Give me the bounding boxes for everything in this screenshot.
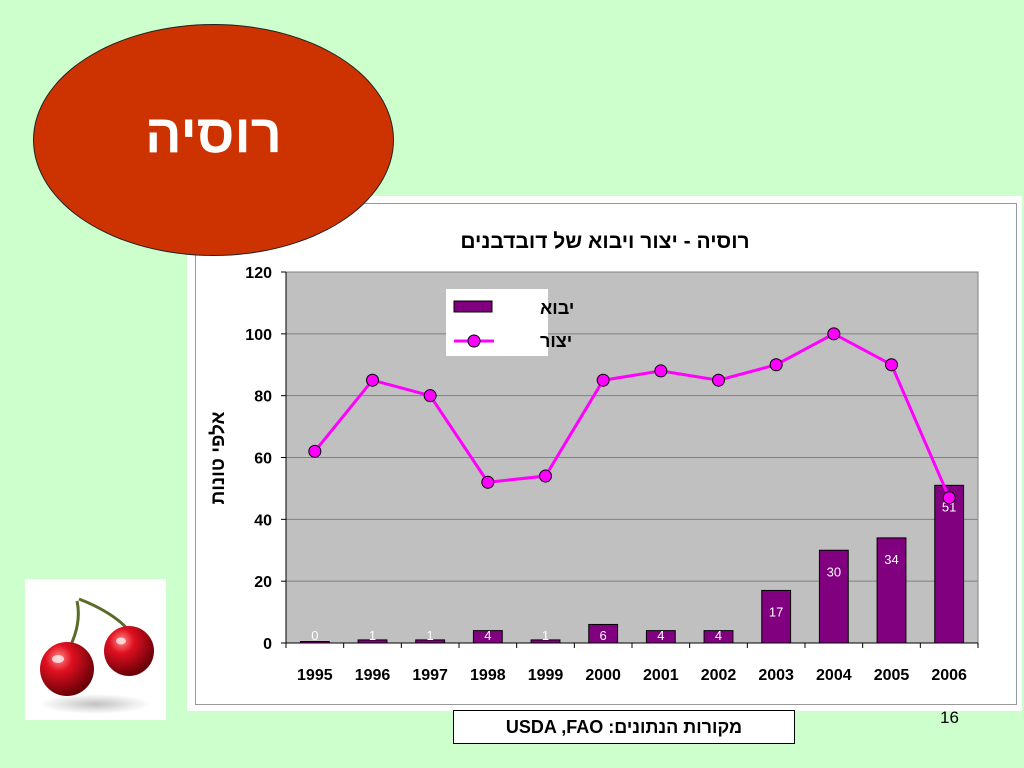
x-tick-label: 2000 — [585, 667, 621, 684]
x-tick-label: 1999 — [528, 667, 564, 684]
bar-data-label: 4 — [715, 628, 722, 643]
data-source-note: מקורות הנתונים: USDA ,FAO — [453, 710, 795, 744]
legend-label: יבוא — [540, 298, 574, 318]
data-source-text: מקורות הנתונים: USDA ,FAO — [505, 716, 743, 737]
bar-data-label: 6 — [600, 628, 607, 643]
x-tick-label: 1997 — [412, 667, 448, 684]
x-tick-label: 2004 — [816, 667, 852, 684]
page-number: 16 — [940, 708, 959, 727]
y-tick-label: 20 — [254, 574, 272, 591]
bar-data-label: 4 — [484, 628, 491, 643]
y-tick-label: 60 — [254, 451, 272, 468]
bar — [472, 630, 503, 644]
bar-data-label: 1 — [542, 628, 549, 643]
bar — [876, 537, 907, 644]
x-tick-label: 1998 — [470, 667, 506, 684]
bar — [299, 641, 330, 644]
bar — [645, 630, 676, 644]
bar-data-label: 4 — [657, 628, 664, 643]
line-point — [366, 373, 379, 387]
y-tick-label: 80 — [254, 389, 272, 406]
y-tick-label: 0 — [263, 636, 272, 653]
title-oval: רוסיה — [33, 24, 394, 256]
legend-box — [446, 289, 548, 356]
x-tick-label: 1995 — [297, 667, 333, 684]
x-tick-label: 1996 — [355, 667, 391, 684]
cherries-image — [25, 579, 166, 720]
cherries-icon — [40, 597, 154, 714]
line-point — [596, 373, 610, 387]
bar — [357, 639, 388, 644]
legend-swatch-bar — [453, 300, 493, 313]
bar-data-label: 17 — [769, 604, 783, 619]
legend-label: יצור — [540, 331, 572, 351]
bar — [934, 484, 965, 644]
chart-title: רוסיה - יצור ויבוא של דובדבנים — [460, 230, 749, 253]
line-point — [827, 327, 841, 341]
line-point — [308, 444, 322, 458]
bar — [761, 589, 792, 644]
bar — [530, 639, 561, 644]
line-point — [769, 358, 783, 372]
bar — [415, 639, 446, 644]
bar-data-label: 1 — [369, 628, 376, 643]
bar-data-label: 30 — [827, 564, 841, 579]
bar-data-label: 1 — [427, 628, 434, 643]
line-point — [885, 358, 898, 372]
x-tick-label: 2001 — [643, 667, 679, 684]
y-axis-label: אלפי טונות — [208, 412, 229, 505]
y-tick-label: 120 — [245, 265, 272, 282]
line-point — [423, 389, 437, 403]
bar — [588, 623, 619, 644]
line-point — [481, 475, 495, 489]
bar-data-label: 0 — [311, 628, 318, 643]
x-tick-label: 2003 — [758, 667, 794, 684]
bar — [703, 630, 734, 644]
line-point — [712, 373, 725, 387]
y-tick-label: 40 — [254, 512, 272, 529]
line-point — [654, 364, 668, 378]
legend-swatch-marker — [467, 334, 481, 348]
x-tick-label: 2002 — [701, 667, 737, 684]
line-point — [539, 469, 552, 483]
line-point — [942, 491, 956, 505]
x-tick-label: 2006 — [931, 667, 967, 684]
bar-data-label: 34 — [884, 552, 898, 567]
bar — [818, 549, 849, 644]
y-tick-label: 100 — [245, 327, 272, 344]
line-series — [313, 332, 951, 499]
slide-title: רוסיה — [145, 104, 282, 164]
x-tick-label: 2005 — [874, 667, 910, 684]
